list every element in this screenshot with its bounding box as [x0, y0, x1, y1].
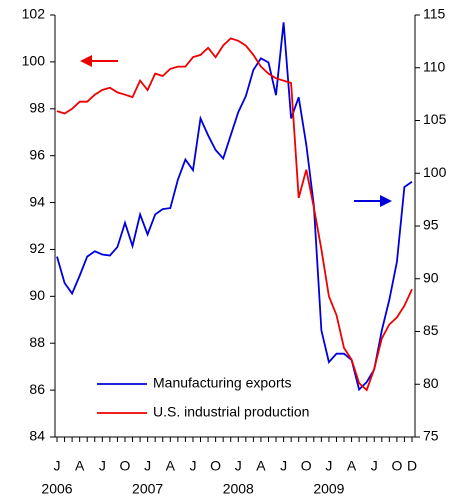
legend-label: U.S. industrial production [153, 404, 309, 420]
x-tick-label: A [166, 458, 176, 474]
y2-tick-label: 75 [423, 428, 439, 444]
legend-box [95, 369, 357, 427]
year-label: 2009 [313, 481, 344, 497]
y-tick-label: 94 [29, 193, 45, 209]
y-tick-label: 84 [29, 428, 45, 444]
x-tick-label: J [99, 458, 106, 474]
x-tick-label: J [325, 458, 332, 474]
y2-tick-label: 105 [423, 111, 447, 127]
legend-label: Manufacturing exports [153, 375, 292, 391]
x-tick-label: J [235, 458, 242, 474]
year-label: 2007 [132, 481, 163, 497]
y-tick-label: 90 [29, 287, 45, 303]
year-label: 2008 [223, 481, 254, 497]
y-tick-label: 102 [22, 6, 46, 22]
x-tick-label: A [347, 458, 357, 474]
x-tick-label: J [280, 458, 287, 474]
y-tick-label: 88 [29, 334, 45, 350]
x-tick-label: O [120, 458, 131, 474]
right-arrow [354, 195, 392, 207]
x-tick-label: A [75, 458, 85, 474]
y2-tick-label: 85 [423, 322, 439, 338]
y2-tick-label: 90 [423, 269, 439, 285]
series-line [56, 22, 413, 392]
x-tick-label: J [54, 458, 61, 474]
y-tick-label: 92 [29, 240, 45, 256]
y2-tick-label: 80 [423, 375, 439, 391]
x-tick-label: J [189, 458, 196, 474]
x-tick-label: O [391, 458, 402, 474]
y-tick-label: 98 [29, 99, 45, 115]
series-line [56, 37, 413, 392]
y2-tick-label: 100 [423, 164, 447, 180]
y2-tick-label: 115 [423, 6, 446, 22]
x-tick-label: A [256, 458, 266, 474]
y-tick-label: 96 [29, 146, 45, 162]
y-tick-label: 86 [29, 381, 45, 397]
y2-tick-label: 95 [423, 217, 439, 233]
x-tick-label: J [144, 458, 151, 474]
x-tick-label: O [301, 458, 312, 474]
left-arrow [80, 55, 118, 67]
x-tick-label: J [371, 458, 378, 474]
year-label: 2006 [41, 481, 72, 497]
y-tick-label: 100 [22, 53, 46, 69]
x-tick-label: O [210, 458, 221, 474]
x-tick-label: D [407, 458, 417, 474]
y2-tick-label: 110 [423, 58, 446, 74]
